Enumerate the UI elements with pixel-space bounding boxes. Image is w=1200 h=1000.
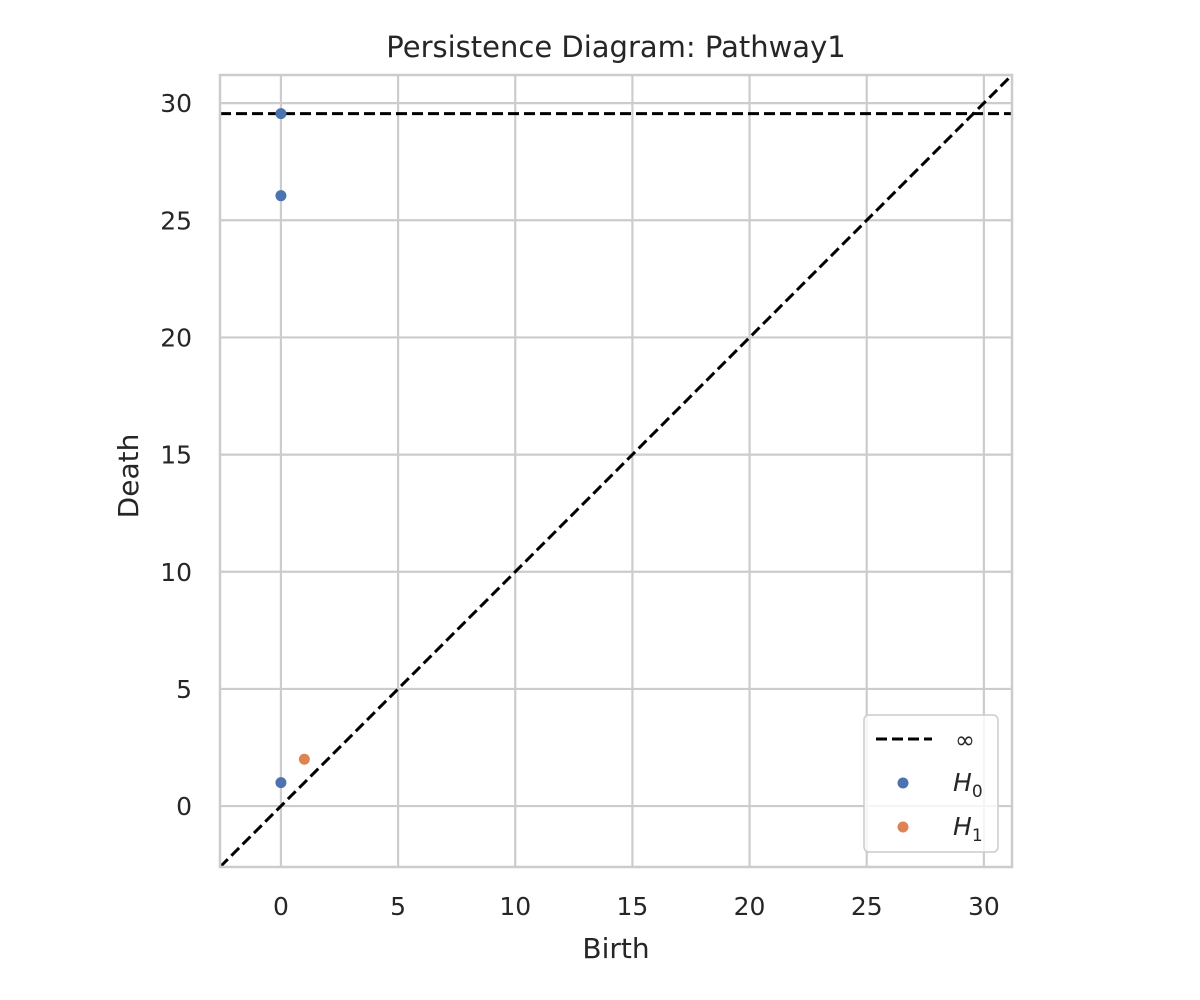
y-tick-label: 5: [176, 675, 192, 704]
x-tick-label: 20: [734, 892, 766, 921]
legend-label-h0: H0: [953, 768, 983, 802]
legend-label-h1: H1: [953, 812, 983, 846]
y-axis-label: Death: [112, 434, 145, 519]
x-tick-label: 25: [851, 892, 883, 921]
x-tick-label: 5: [390, 892, 406, 921]
x-tick-label: 0: [273, 892, 289, 921]
data-point-h0: [275, 190, 287, 202]
x-axis-label: Birth: [582, 932, 649, 965]
x-tick-label: 10: [499, 892, 531, 921]
data-point-h1: [298, 753, 310, 765]
y-tick-label: 0: [176, 792, 192, 821]
x-tick-label: 30: [968, 892, 1000, 921]
y-axis-ticks: 0 5 10 15 20 25 30: [160, 89, 192, 821]
legend-infinity-label: ∞: [955, 726, 975, 754]
y-tick-label: 15: [160, 441, 192, 470]
y-tick-label: 10: [160, 558, 192, 587]
x-tick-label: 15: [616, 892, 648, 921]
legend-marker-h0: [897, 777, 909, 789]
y-tick-label: 30: [160, 89, 192, 118]
legend-marker-h1: [897, 821, 909, 833]
grid: [220, 75, 1012, 867]
plot-area: [218, 73, 1014, 869]
y-tick-label: 20: [160, 323, 192, 352]
data-point-h0: [275, 777, 287, 789]
data-point-h0: [275, 108, 287, 120]
diagonal-line: [218, 73, 1014, 869]
x-axis-ticks: 0 5 10 15 20 25 30: [273, 892, 1000, 921]
legend-box: [863, 714, 999, 853]
y-tick-label: 25: [160, 206, 192, 235]
chart-title: Persistence Diagram: Pathway1: [386, 30, 845, 64]
plot-frame: [218, 73, 1014, 869]
